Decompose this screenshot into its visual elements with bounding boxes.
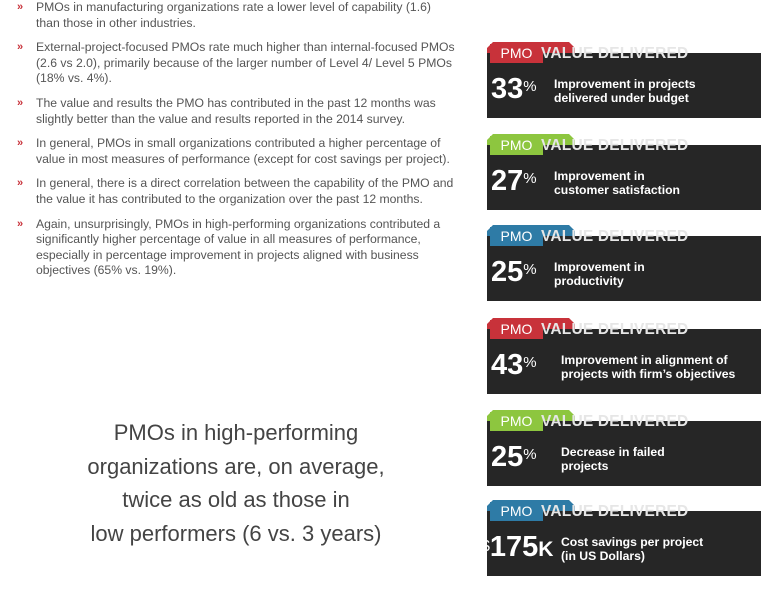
card-title: VALUE DELIVERED: [541, 413, 689, 430]
stat-value: 25%: [491, 256, 537, 288]
value-card: PMO VALUE DELIVERED 25% Decrease in fail…: [477, 410, 761, 486]
pmo-badge: PMO: [490, 44, 543, 63]
pull-quote-line: organizations are, on average,: [87, 453, 385, 479]
pmo-badge: PMO: [490, 412, 543, 431]
pmo-badge: PMO: [490, 227, 543, 246]
card-body: [487, 53, 761, 118]
card-body: [487, 145, 761, 210]
bullet-text: Again, unsurprisingly, PMOs in high-perf…: [36, 216, 441, 278]
bullet-marker-icon: »: [17, 177, 24, 190]
findings-list: » PMOs in manufacturing organizations rat…: [17, 0, 457, 288]
pmo-badge: PMO: [490, 320, 543, 339]
stat-value: 43%: [491, 349, 537, 381]
bullet-marker-icon: »: [17, 1, 24, 13]
stat-description: Decrease in failed projects: [561, 445, 665, 473]
bullet-marker-icon: »: [17, 41, 24, 54]
stat-description: Improvement in alignment of projects with…: [561, 353, 736, 381]
bullet-text: In general, there is a direct correlatio…: [36, 176, 454, 206]
value-card: PMO VALUE DELIVERED 25% Improvement in pr…: [477, 225, 761, 301]
stat-value: 33%: [491, 73, 537, 105]
bullet-text: The value and results the PMO has contri…: [36, 95, 436, 126]
list-item: » External-project-focused PMOs rate much…: [17, 40, 457, 87]
bullet-text: PMOs in manufacturing organizations rate…: [36, 0, 431, 30]
stat-value: 25%: [491, 441, 537, 473]
card-body: [487, 421, 761, 486]
bullet-marker-icon: »: [17, 217, 24, 230]
card-body: [487, 329, 761, 394]
card-title: VALUE DELIVERED: [541, 321, 689, 338]
list-item: » In general, there is a direct correlati…: [17, 176, 457, 207]
pull-quote-line: twice as old as those in: [122, 487, 350, 512]
stat-description: Improvement in customer satisfaction: [554, 169, 680, 197]
stat-description: Improvement in projects delivered under b…: [554, 77, 696, 105]
list-item: » PMOs in manufacturing organizations rat…: [17, 0, 457, 31]
pmo-badge: PMO: [490, 136, 543, 155]
pull-quote-line: PMOs in high-performing: [113, 420, 359, 445]
pull-quote: PMOs in high-performing organizations ar…: [40, 416, 432, 550]
stat-value: 27%: [491, 165, 537, 197]
card-body: [487, 511, 761, 576]
card-body: [487, 236, 761, 301]
bullet-marker-icon: »: [17, 137, 24, 150]
bullet-text: External-project-focused PMOs rate much …: [36, 40, 455, 86]
stat-description: Cost savings per project (in US Dollars): [561, 535, 704, 563]
bullet-marker-icon: »: [17, 96, 24, 109]
value-card: PMO VALUE DELIVERED $175K Cost savings p…: [477, 500, 761, 576]
pmo-badge: PMO: [490, 502, 543, 521]
card-title: VALUE DELIVERED: [541, 45, 689, 62]
value-card: PMO VALUE DELIVERED 33% Improvement in p…: [477, 42, 761, 118]
list-item: » In general, PMOs in small organizations…: [17, 136, 457, 167]
stat-value: $175K: [481, 531, 554, 563]
list-item: » The value and results the PMO has contr…: [17, 96, 457, 127]
card-title: VALUE DELIVERED: [541, 137, 689, 154]
stat-description: Improvement in productivity: [554, 260, 645, 288]
card-title: VALUE DELIVERED: [541, 503, 689, 520]
card-title: VALUE DELIVERED: [541, 228, 689, 245]
bullet-text: In general, PMOs in small organizations …: [36, 136, 450, 166]
pull-quote-line: low performers (6 vs. 3 years): [90, 520, 382, 546]
list-item: » Again, unsurprisingly, PMOs in high-per…: [17, 217, 457, 279]
value-card: PMO VALUE DELIVERED 27% Improvement in cu…: [477, 134, 761, 210]
value-card: PMO VALUE DELIVERED 43% Improvement in a…: [477, 318, 761, 394]
